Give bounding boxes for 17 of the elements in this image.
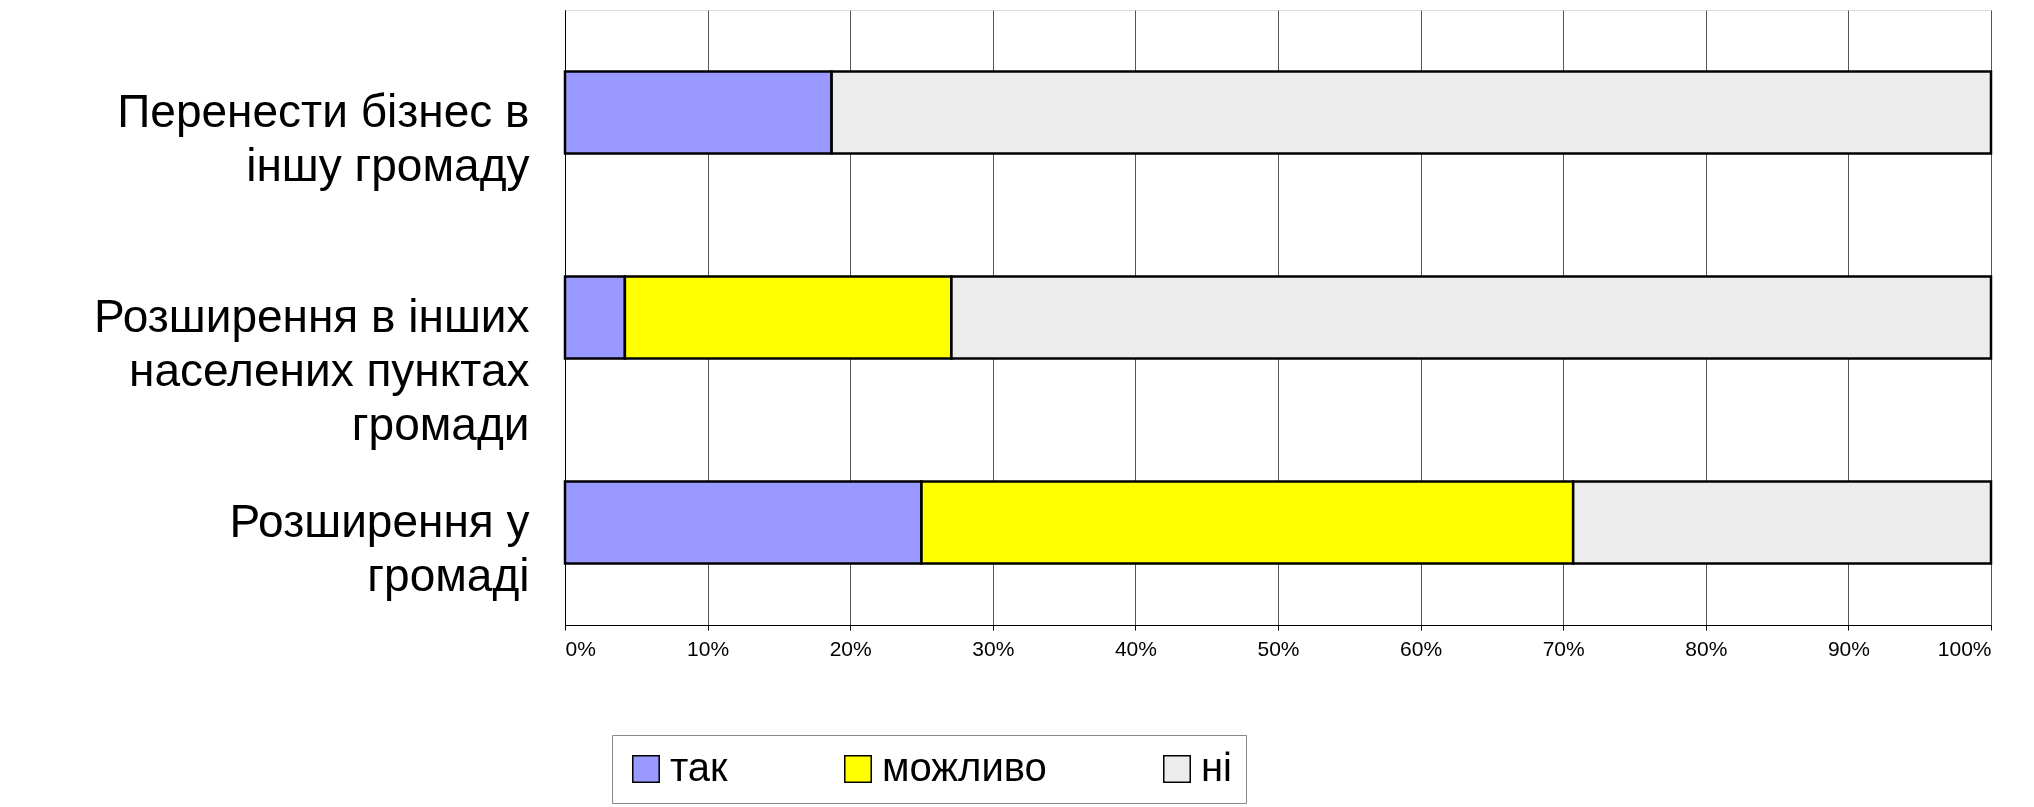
- x-tick-label: 10%: [687, 636, 730, 660]
- x-tick-label: 50%: [1257, 636, 1300, 660]
- x-tick-label: 60%: [1400, 636, 1443, 660]
- x-tick-label: 20%: [829, 636, 872, 660]
- x-tick-label: 0%: [565, 636, 596, 660]
- x-tick-label: 80%: [1685, 636, 1728, 660]
- legend-label: можливо: [882, 745, 1047, 789]
- x-tick-label: 100%: [1937, 636, 1992, 660]
- y-tick-label: Розширення в інших населених пунктах громади: [93, 289, 530, 450]
- x-tick-label: 90%: [1827, 636, 1870, 660]
- y-tick-label: Перенести бізнес в іншу громаду: [117, 84, 530, 191]
- y-tick-label: Розширення у громаді: [229, 494, 530, 601]
- legend-label: так: [670, 745, 729, 789]
- x-tick-label: 30%: [972, 636, 1015, 660]
- legend-label: ні: [1201, 745, 1232, 789]
- x-tick-label: 40%: [1114, 636, 1157, 660]
- x-tick-label: 70%: [1542, 636, 1585, 660]
